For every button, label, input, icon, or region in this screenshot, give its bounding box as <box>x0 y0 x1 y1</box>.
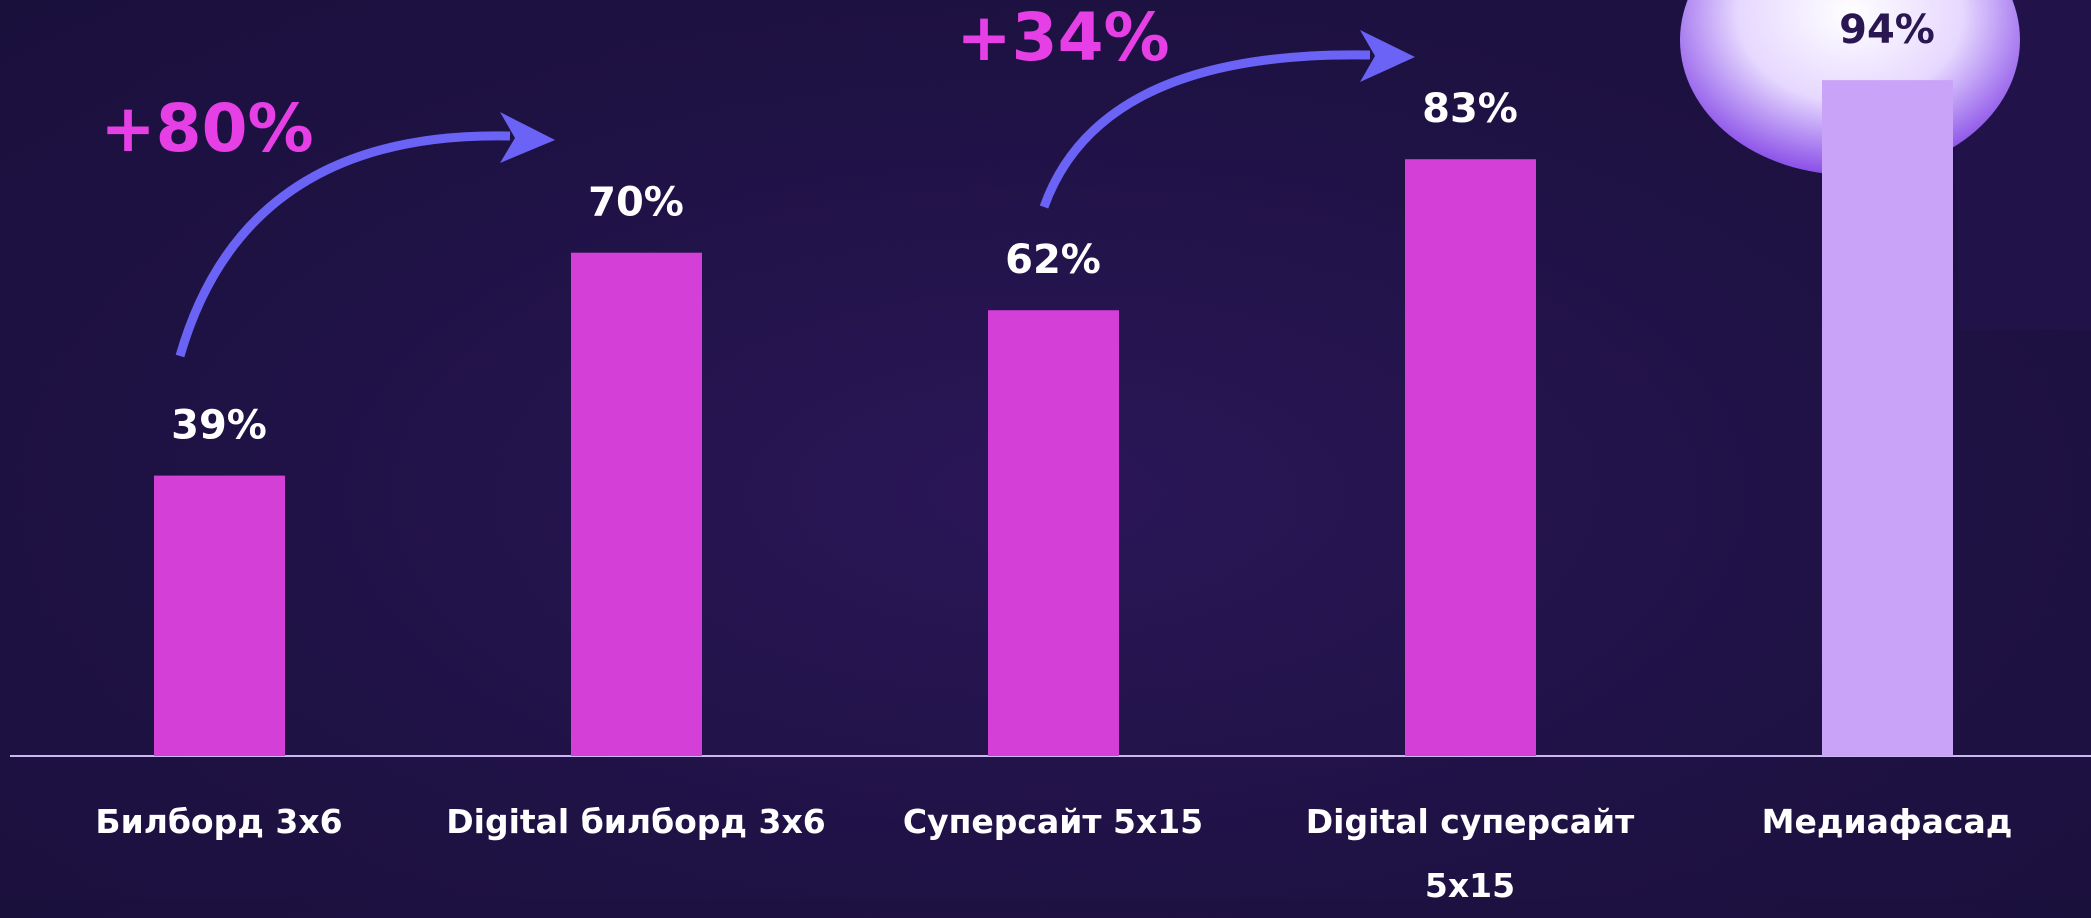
x-tick-label: Суперсайт 5x15 <box>848 790 1258 854</box>
bar <box>571 253 702 756</box>
value-label: 94% <box>1839 7 1935 53</box>
chart: +80% +34% 39% 70% 62% 83% 94% <box>0 0 2091 899</box>
x-tick-label: Digital билборд 3x6 <box>431 790 841 854</box>
x-tick-label: Билборд 3x6 <box>14 790 424 854</box>
annotation: +80% <box>100 90 313 167</box>
arrow <box>1044 55 1370 207</box>
value-label: 62% <box>1005 237 1101 283</box>
value-label: 83% <box>1422 86 1518 132</box>
bar <box>1405 159 1536 756</box>
bar <box>1822 80 1953 756</box>
value-label: 39% <box>171 403 267 449</box>
annotation: +34% <box>956 0 1169 76</box>
page: +80% +34% 39%70%62%83%94% (() => { const… <box>0 0 2091 899</box>
value-label: 70% <box>588 180 684 226</box>
arrow <box>180 136 510 356</box>
bar <box>154 476 285 756</box>
x-tick-label: Медиафасад <box>1682 790 2091 854</box>
bar <box>988 310 1119 756</box>
